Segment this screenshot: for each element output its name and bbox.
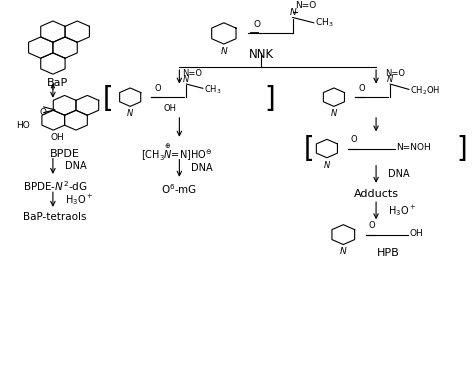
Text: H$_3$O$^+$: H$_3$O$^+$ — [388, 203, 416, 218]
Text: O: O — [253, 20, 260, 29]
Text: OH: OH — [164, 104, 176, 113]
Text: N: N — [220, 47, 227, 56]
Text: O: O — [358, 84, 365, 93]
Text: H$_3$O$^+$: H$_3$O$^+$ — [64, 192, 92, 207]
Text: DNA: DNA — [388, 169, 410, 179]
Text: N=NOH: N=NOH — [396, 143, 431, 152]
Text: N=O: N=O — [182, 69, 202, 78]
Text: O$^6$-mG: O$^6$-mG — [161, 183, 198, 196]
Text: O: O — [155, 84, 161, 93]
Text: [: [ — [99, 85, 115, 113]
Text: OH: OH — [410, 229, 423, 238]
Text: BPDE-$N^2$-dG: BPDE-$N^2$-dG — [23, 179, 88, 193]
Text: N: N — [324, 161, 330, 169]
Text: N: N — [340, 247, 346, 256]
Text: N=O: N=O — [385, 69, 405, 78]
Text: BPDE: BPDE — [50, 149, 80, 158]
Text: N: N — [183, 75, 190, 84]
Text: CH$_2$OH: CH$_2$OH — [410, 85, 441, 97]
Text: CH$_3$: CH$_3$ — [315, 16, 334, 29]
Text: [CH$_3\overset{\oplus}{N}$=N]HO$^{\ominus}$: [CH$_3\overset{\oplus}{N}$=N]HO$^{\ominu… — [141, 142, 213, 163]
Text: N=O: N=O — [295, 1, 316, 10]
Text: ]: ] — [455, 135, 471, 163]
Text: Adducts: Adducts — [354, 188, 399, 199]
Text: OH: OH — [50, 133, 64, 142]
Text: HPB: HPB — [376, 248, 399, 258]
Text: DNA: DNA — [64, 161, 86, 171]
Text: BaP: BaP — [47, 78, 68, 89]
Text: N: N — [387, 75, 393, 84]
Text: HO: HO — [16, 121, 30, 130]
Text: CH$_3$: CH$_3$ — [204, 83, 222, 96]
Text: [: [ — [300, 135, 317, 163]
Text: ]: ] — [262, 85, 279, 113]
Text: O: O — [369, 221, 375, 230]
Text: NNK: NNK — [249, 48, 274, 61]
Text: O: O — [351, 135, 357, 144]
Text: N: N — [127, 109, 133, 118]
Text: DNA: DNA — [191, 163, 213, 173]
Text: N: N — [331, 109, 337, 118]
Text: N: N — [289, 8, 296, 18]
Text: O: O — [39, 108, 46, 117]
Text: BaP-tetraols: BaP-tetraols — [24, 212, 87, 222]
